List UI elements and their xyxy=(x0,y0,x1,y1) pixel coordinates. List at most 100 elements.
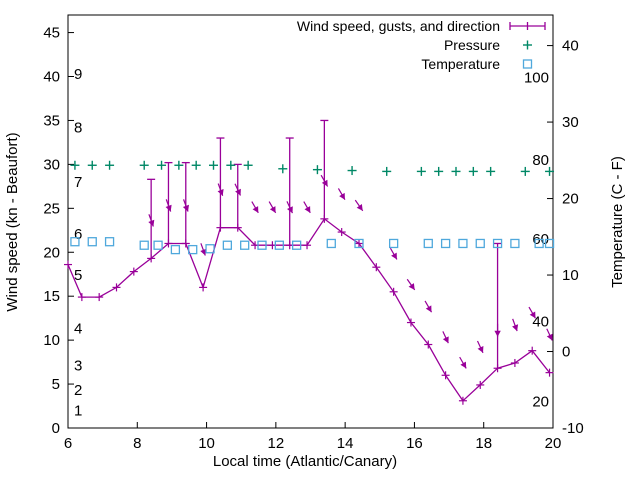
wind-direction-arrow xyxy=(182,199,189,212)
legend-label-1: Pressure xyxy=(444,37,500,53)
beaufort-label: 4 xyxy=(74,321,82,338)
wind-direction-arrow xyxy=(389,247,398,260)
y-tick-label: 0 xyxy=(52,420,60,437)
series-wind-speed xyxy=(64,119,554,405)
chart-legend: Wind speed, gusts, and direction Pressure… xyxy=(297,18,546,72)
beaufort-label: 7 xyxy=(74,174,82,191)
wind-direction-arrow xyxy=(442,331,449,344)
fahrenheit-label: 20 xyxy=(532,394,549,411)
beaufort-label: 3 xyxy=(74,358,82,375)
arrow-head xyxy=(182,204,189,212)
temperature-marker xyxy=(139,240,149,250)
beaufort-label: 6 xyxy=(74,226,82,243)
y2-tick-label: 20 xyxy=(562,191,579,208)
arrow-head xyxy=(512,324,519,332)
beaufort-label: 8 xyxy=(74,119,82,136)
temperature-marker xyxy=(354,238,364,249)
temperature-marker xyxy=(170,244,181,255)
arrow-head xyxy=(460,361,467,369)
x-tick-label: 10 xyxy=(198,435,215,452)
arrow-head xyxy=(148,219,155,227)
arrow-head xyxy=(304,206,311,213)
beaufort-scale-labels: 1 2 3 4 5 6 7 8 9 xyxy=(74,66,82,420)
arrow-head xyxy=(287,206,293,214)
y-tick-label: 45 xyxy=(43,25,60,42)
arrow-head xyxy=(252,206,259,213)
y2-axis-ticks: -10 0 10 20 30 40 xyxy=(547,38,584,437)
arrow-head xyxy=(494,330,501,337)
y-axis-ticks: 0 5 10 15 20 25 30 35 40 45 xyxy=(43,25,74,437)
legend-sample-temperature xyxy=(522,59,533,69)
arrow-head xyxy=(200,248,207,256)
x-tick-label: 14 xyxy=(337,435,354,452)
wind-direction-arrow xyxy=(406,278,416,291)
x-axis-title: Local time (Atlantic/Canary) xyxy=(213,453,397,470)
x-tick-label: 20 xyxy=(545,435,562,452)
x-tick-label: 16 xyxy=(406,435,423,452)
wind-direction-arrow xyxy=(337,188,346,200)
wind-direction-arrow xyxy=(286,201,294,214)
x-tick-label: 6 xyxy=(64,435,72,452)
y2-axis-title: Temperature (C - F) xyxy=(609,156,626,288)
arrow-head xyxy=(477,346,484,353)
arrow-head xyxy=(391,252,397,260)
temperature-marker xyxy=(153,240,163,250)
wind-direction-arrow xyxy=(494,323,501,337)
y-tick-label: 20 xyxy=(43,244,60,261)
x-tick-label: 12 xyxy=(268,435,285,452)
wind-direction-arrow xyxy=(217,183,224,196)
arrow-head xyxy=(546,333,553,341)
wind-direction-arrow xyxy=(424,300,433,313)
wind-direction-arrow xyxy=(148,214,155,227)
wind-direction-arrow xyxy=(546,328,553,341)
temperature-marker xyxy=(87,237,97,247)
wind-direction-arrow xyxy=(512,318,519,332)
wind-direction-arrow xyxy=(320,174,329,187)
y2-tick-label: 30 xyxy=(562,114,579,131)
x-tick-label: 8 xyxy=(133,435,141,452)
temperature-marker xyxy=(222,240,233,250)
temperature-marker xyxy=(274,240,284,250)
wind-direction-arrow xyxy=(165,199,172,212)
temperature-marker xyxy=(440,238,451,249)
temperature-marker xyxy=(510,238,520,249)
arrow-head xyxy=(339,192,345,200)
arrow-head xyxy=(529,311,536,319)
wind-direction-arrow xyxy=(528,306,536,319)
arrow-head xyxy=(235,188,241,196)
arrow-head xyxy=(442,336,449,344)
plot-frame xyxy=(67,14,554,429)
temperature-marker xyxy=(458,238,468,249)
temperature-marker xyxy=(534,238,544,249)
y2-tick-label: -10 xyxy=(562,420,584,437)
temperature-marker xyxy=(70,237,80,247)
arrow-head xyxy=(321,179,328,187)
temperature-marker xyxy=(475,238,485,249)
y2-tick-label: 40 xyxy=(562,38,579,55)
temperature-marker xyxy=(104,237,115,247)
arrow-head xyxy=(408,283,415,290)
legend-label-2: Temperature xyxy=(421,56,500,72)
beaufort-label: 9 xyxy=(74,66,82,83)
temperature-marker xyxy=(291,240,302,250)
wind-direction-arrow xyxy=(303,201,311,214)
wind-direction-arrow xyxy=(234,183,242,196)
temperature-marker xyxy=(326,238,336,249)
arrow-head xyxy=(165,204,172,212)
series-temperature xyxy=(70,237,555,255)
y2-tick-label: 0 xyxy=(562,344,570,361)
arrow-head xyxy=(356,204,363,211)
y-tick-label: 30 xyxy=(43,156,60,173)
temperature-marker xyxy=(205,244,215,254)
wind-direction-arrow xyxy=(476,340,484,354)
legend-label-0: Wind speed, gusts, and direction xyxy=(297,18,500,34)
series-pressure xyxy=(70,160,555,176)
wind-direction-arrow xyxy=(354,199,364,212)
temperature-marker xyxy=(240,240,250,250)
y-tick-label: 40 xyxy=(43,69,60,86)
beaufort-label: 2 xyxy=(74,382,82,399)
temperature-marker xyxy=(423,238,433,249)
